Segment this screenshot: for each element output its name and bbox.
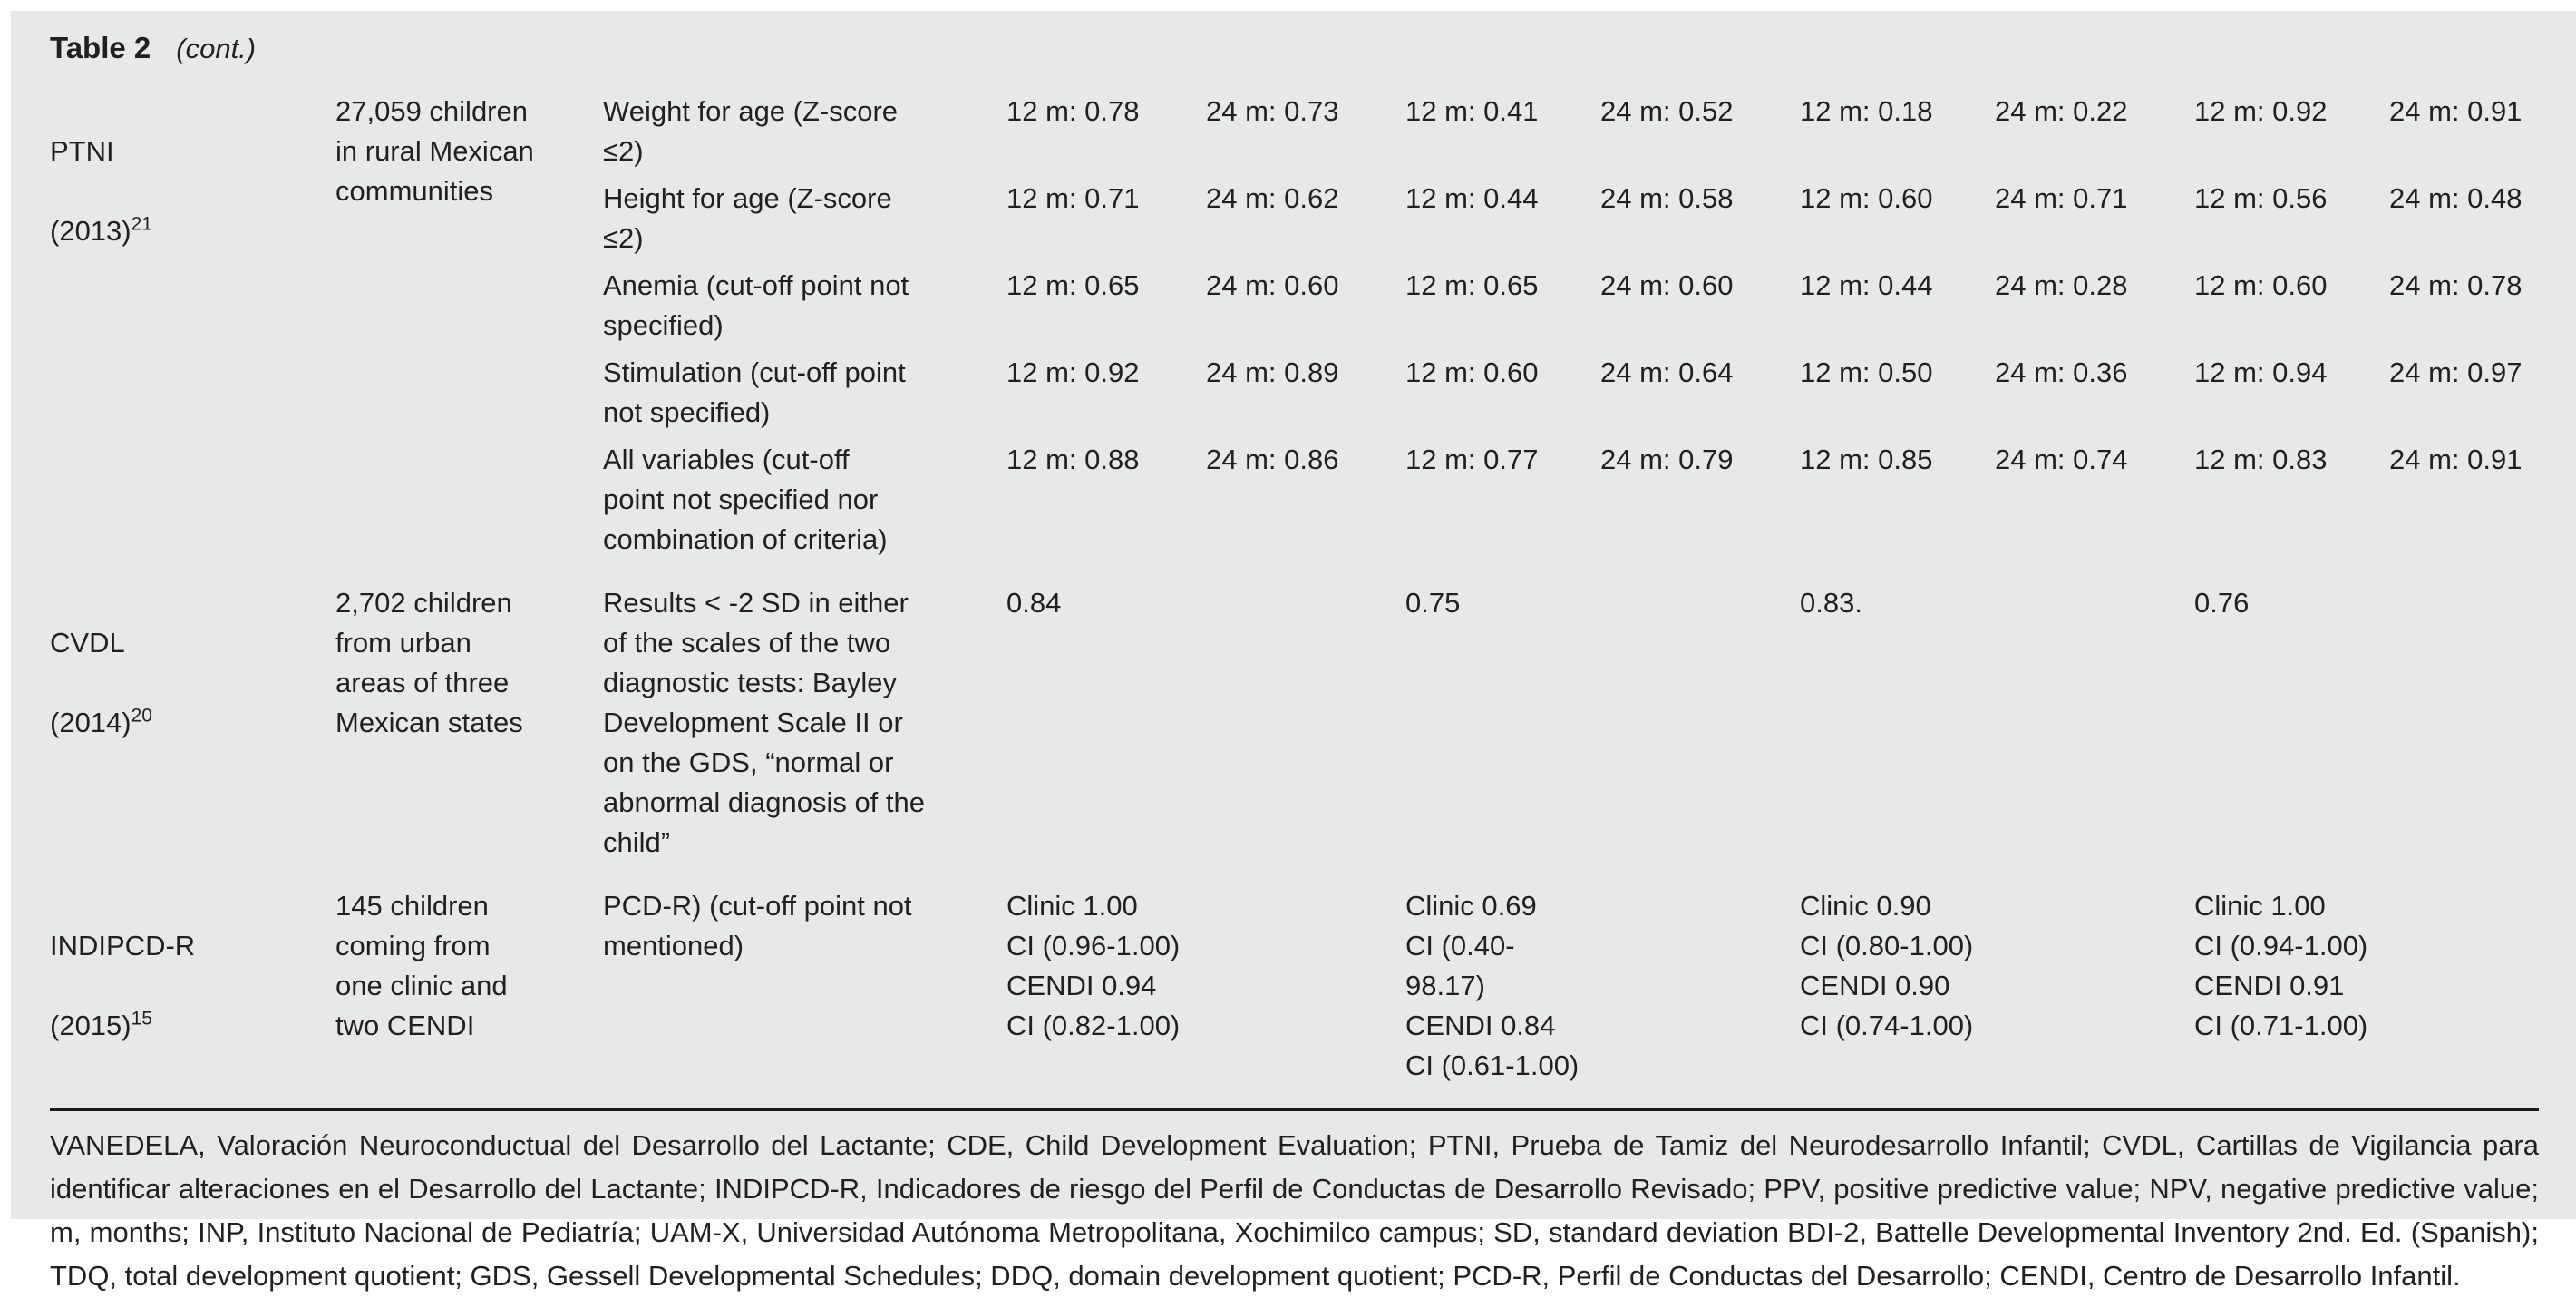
value-cell: 24 m: 0.60 (1206, 269, 1339, 301)
population-cell: 145 children coming from one clinic and … (335, 890, 508, 1041)
value-cell: 24 m: 0.48 (2389, 182, 2523, 214)
table-row: All variables (cut-off point not specifi… (50, 440, 2539, 567)
value-cell: 24 m: 0.79 (1600, 444, 1734, 475)
table-title: Table 2 (cont.) (50, 25, 2539, 77)
value-cell (1600, 870, 1800, 1093)
value-cell (1206, 870, 1405, 1093)
value-cell: 12 m: 0.44 (1405, 182, 1539, 214)
results-table: PTNI (2013)21 27,059 children in rural M… (50, 92, 2539, 1093)
table-row: CVDL (2014)20 2,702 children from urban … (50, 567, 2539, 870)
value-cell (1600, 567, 1800, 870)
value-cell: 24 m: 0.91 (2389, 95, 2523, 127)
value-cell: 12 m: 0.50 (1800, 356, 1933, 388)
value-cell: 24 m: 0.62 (1206, 182, 1339, 214)
value-cell: Clinic 1.00 CI (0.96-1.00) CENDI 0.94 CI… (1006, 890, 1181, 1041)
table-number: Table 2 (50, 31, 151, 64)
study-year: (2015)15 (50, 1008, 152, 1041)
value-cell: 12 m: 0.65 (1405, 269, 1539, 301)
value-cell: 24 m: 0.52 (1600, 95, 1734, 127)
value-cell: 24 m: 0.86 (1206, 444, 1339, 475)
population-cell: 27,059 children in rural Mexican communi… (335, 95, 534, 207)
abbreviations-footnote: VANEDELA, Valoración Neuroconductual del… (50, 1129, 2539, 1292)
study-name: CVDL (50, 627, 125, 659)
criteria-cell: Results < -2 SD in either of the scales … (603, 587, 926, 858)
reference-superscript: 15 (131, 1008, 152, 1030)
value-cell (2389, 870, 2539, 1093)
table-row: Height for age (Z-score ≤2) 12 m: 0.71 2… (50, 179, 2539, 266)
reference-superscript: 20 (131, 705, 152, 727)
value-cell: 12 m: 0.85 (1800, 444, 1933, 475)
value-cell: 24 m: 0.58 (1600, 182, 1734, 214)
value-cell: 12 m: 0.60 (2194, 269, 2328, 301)
value-cell: 0.84 (1006, 587, 1062, 619)
value-cell: Clinic 0.69 CI (0.40-98.17) CENDI 0.84 C… (1405, 890, 1580, 1081)
value-cell: 0.83. (1800, 587, 1862, 619)
table-panel: Table 2 (cont.) PTNI (2013)21 27,059 chil… (11, 11, 2576, 1292)
value-cell: 12 m: 0.71 (1006, 182, 1140, 214)
value-cell: 24 m: 0.71 (1995, 182, 2128, 214)
value-cell: 12 m: 0.41 (1405, 95, 1539, 127)
value-cell: 24 m: 0.64 (1600, 356, 1734, 388)
value-cell (1995, 870, 2194, 1093)
criteria-cell: Stimulation (cut-off point not specified… (603, 356, 906, 428)
table-row: PTNI (2013)21 27,059 children in rural M… (50, 92, 2539, 247)
value-cell: 12 m: 0.44 (1800, 269, 1933, 301)
study-name-cell: PTNI (2013)21 (50, 92, 335, 567)
study-name: INDIPCD-R (50, 930, 196, 961)
population-cell: 2,702 children from urban areas of three… (335, 587, 523, 738)
study-name-cell: CVDL (2014)20 (50, 567, 335, 870)
table-row: INDIPCD-R (2015)15 145 children coming f… (50, 870, 2539, 1093)
table-row: Anemia (cut-off point not specified) 12 … (50, 266, 2539, 353)
value-cell: 24 m: 0.91 (2389, 444, 2523, 475)
value-cell: 12 m: 0.83 (2194, 444, 2328, 475)
value-cell: 24 m: 0.36 (1995, 356, 2128, 388)
table-row: Stimulation (cut-off point not specified… (50, 353, 2539, 440)
criteria-cell: Weight for age (Z-score ≤2) (603, 95, 899, 167)
value-cell: 12 m: 0.77 (1405, 444, 1539, 475)
study-name-cell: INDIPCD-R (2015)15 (50, 870, 335, 1093)
criteria-cell: Height for age (Z-score ≤2) (603, 182, 892, 254)
value-cell: 24 m: 0.78 (2389, 269, 2523, 301)
table-cont-label: (cont.) (176, 33, 257, 64)
criteria-cell: Anemia (cut-off point not specified) (603, 269, 909, 341)
value-cell: Clinic 0.90 CI (0.80-1.00) CENDI 0.90 CI… (1800, 890, 1974, 1041)
value-cell: 0.76 (2194, 587, 2250, 619)
value-cell: 12 m: 0.60 (1800, 182, 1933, 214)
value-cell: 12 m: 0.56 (2194, 182, 2328, 214)
value-cell (1206, 567, 1405, 870)
value-cell: 12 m: 0.88 (1006, 444, 1140, 475)
value-cell: 24 m: 0.28 (1995, 269, 2128, 301)
criteria-cell: All variables (cut-off point not specifi… (603, 444, 888, 555)
value-cell: 24 m: 0.22 (1995, 95, 2128, 127)
value-cell: 24 m: 0.60 (1600, 269, 1734, 301)
value-cell: 24 m: 0.73 (1206, 95, 1339, 127)
value-cell: 24 m: 0.97 (2389, 356, 2523, 388)
footnote-section: VANEDELA, Valoración Neuroconductual del… (50, 1108, 2539, 1298)
value-cell: 12 m: 0.92 (2194, 95, 2328, 127)
study-year: (2013)21 (50, 213, 152, 247)
value-cell: 12 m: 0.94 (2194, 356, 2328, 388)
value-cell: 24 m: 0.74 (1995, 444, 2128, 475)
value-cell: 12 m: 0.60 (1405, 356, 1539, 388)
criteria-cell: PCD-R) (cut-off point not mentioned) (603, 890, 912, 961)
value-cell (1995, 567, 2194, 870)
value-cell: 12 m: 0.92 (1006, 356, 1140, 388)
value-cell: 12 m: 0.78 (1006, 95, 1140, 127)
value-cell: Clinic 1.00 CI (0.94-1.00) CENDI 0.91 CI… (2194, 890, 2368, 1041)
value-cell (2389, 567, 2539, 870)
reference-superscript: 21 (131, 213, 152, 235)
value-cell: 12 m: 0.18 (1800, 95, 1933, 127)
value-cell: 24 m: 0.89 (1206, 356, 1339, 388)
study-year: (2014)20 (50, 705, 152, 738)
study-name: PTNI (50, 135, 114, 167)
value-cell: 0.75 (1405, 587, 1461, 619)
value-cell: 12 m: 0.65 (1006, 269, 1140, 301)
